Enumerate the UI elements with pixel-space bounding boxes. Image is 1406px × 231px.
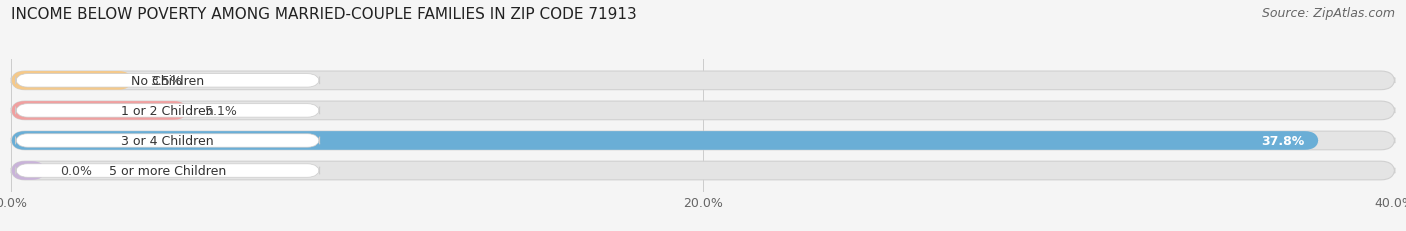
- FancyBboxPatch shape: [15, 104, 319, 118]
- FancyBboxPatch shape: [11, 102, 187, 120]
- Text: 1 or 2 Children: 1 or 2 Children: [121, 104, 214, 117]
- FancyBboxPatch shape: [15, 164, 319, 177]
- Text: 0.0%: 0.0%: [59, 164, 91, 177]
- Text: 5 or more Children: 5 or more Children: [108, 164, 226, 177]
- Text: 3 or 4 Children: 3 or 4 Children: [121, 134, 214, 147]
- Text: 3.5%: 3.5%: [149, 75, 181, 88]
- FancyBboxPatch shape: [11, 72, 1395, 90]
- Text: No Children: No Children: [131, 75, 204, 88]
- FancyBboxPatch shape: [11, 72, 132, 90]
- FancyBboxPatch shape: [11, 102, 1395, 120]
- FancyBboxPatch shape: [11, 132, 1395, 150]
- FancyBboxPatch shape: [15, 134, 319, 148]
- Text: 5.1%: 5.1%: [205, 104, 236, 117]
- FancyBboxPatch shape: [11, 161, 1395, 180]
- FancyBboxPatch shape: [11, 132, 1319, 150]
- Text: Source: ZipAtlas.com: Source: ZipAtlas.com: [1261, 7, 1395, 20]
- FancyBboxPatch shape: [11, 161, 46, 180]
- FancyBboxPatch shape: [15, 74, 319, 88]
- Text: INCOME BELOW POVERTY AMONG MARRIED-COUPLE FAMILIES IN ZIP CODE 71913: INCOME BELOW POVERTY AMONG MARRIED-COUPL…: [11, 7, 637, 22]
- Text: 37.8%: 37.8%: [1261, 134, 1305, 147]
